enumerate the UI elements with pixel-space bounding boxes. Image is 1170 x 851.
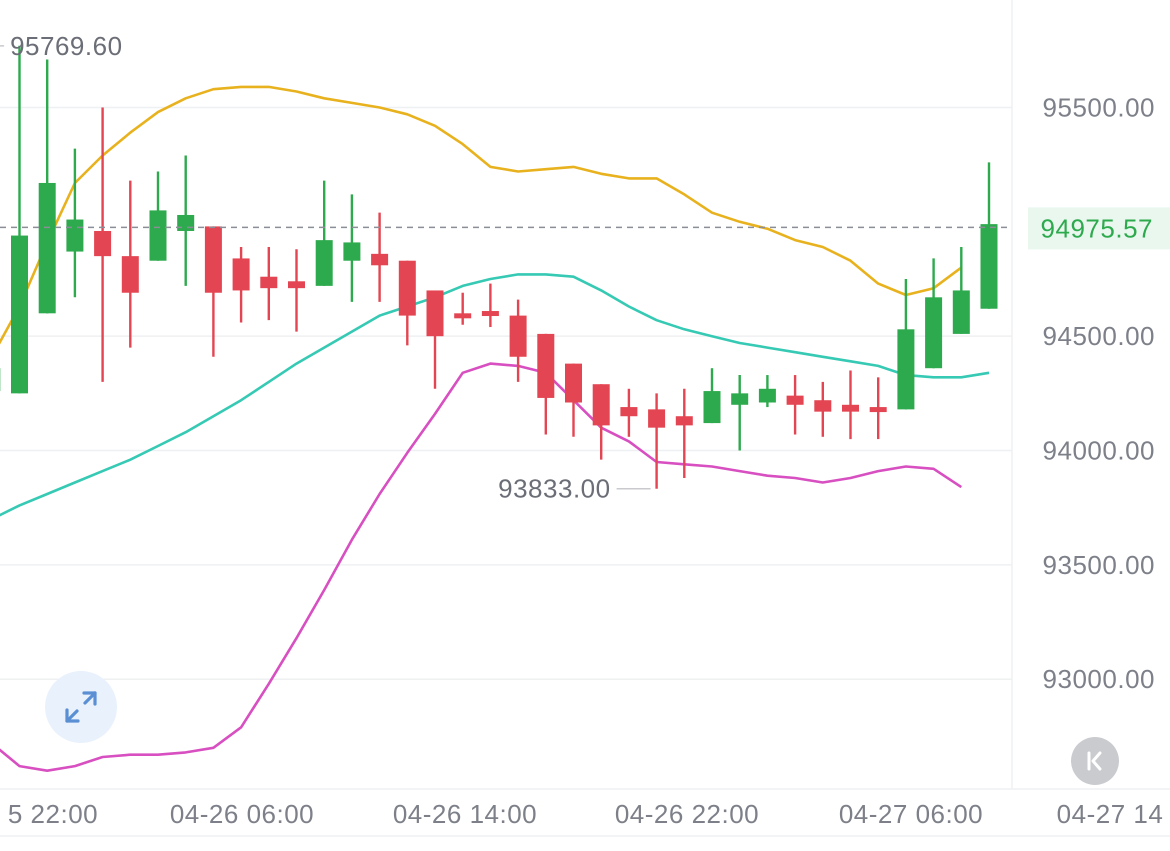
candle-body [703, 391, 721, 424]
last-price-badge [1028, 207, 1170, 250]
time-tick-label: 04-26 14:00 [393, 799, 537, 829]
candle-body [592, 384, 610, 426]
price-tick-label: 94500.00 [1043, 321, 1155, 351]
candle-body [398, 260, 416, 316]
time-tick-label: 04-26 06:00 [170, 799, 314, 829]
time-tick-label: 5 22:00 [8, 799, 98, 829]
expand-chart-button[interactable] [45, 671, 117, 743]
candle-body [11, 235, 28, 394]
time-axis: 5 22:00 04-26 06:00 04-26 14:00 04-26 22:00… [8, 799, 1163, 829]
candle-body [814, 400, 832, 412]
candle-body [38, 182, 56, 314]
skip-to-latest-button[interactable] [1071, 737, 1119, 785]
candle-body [315, 240, 333, 286]
max-price-label: 95769.60 [10, 31, 122, 61]
candle-body [343, 242, 361, 261]
price-tick-label: 93500.00 [1043, 550, 1155, 580]
candle-body [925, 297, 943, 369]
price-tick-label: 95500.00 [1043, 92, 1155, 122]
candle-body [149, 210, 167, 261]
candle-body [952, 290, 970, 334]
time-tick-label: 04-26 22:00 [615, 799, 759, 829]
extreme-markers: 95769.60 93833.00 [0, 31, 651, 504]
candle-body [66, 219, 84, 252]
candle-body [897, 329, 915, 410]
candles [0, 45, 998, 489]
candle-body [481, 311, 499, 317]
candle-body [537, 333, 555, 398]
candle-body [454, 313, 472, 319]
candle-body [620, 407, 638, 417]
middle-band-line [0, 273, 990, 517]
bollinger-bands [0, 85, 990, 773]
min-price-label: 93833.00 [498, 474, 610, 504]
candle-body [980, 224, 998, 309]
candle-body [121, 256, 139, 293]
candle-body [648, 409, 666, 428]
candle-body [177, 214, 195, 231]
skip-to-latest-icon [1087, 751, 1102, 771]
price-tick-label: 94000.00 [1043, 436, 1155, 466]
candle-body [204, 226, 222, 293]
last-price-label: 94975.57 [1041, 213, 1153, 243]
candle-body [786, 395, 804, 405]
candle-body [288, 281, 305, 289]
candle-body [260, 276, 278, 289]
candle-body [94, 230, 112, 257]
lower-band-line [0, 362, 963, 773]
candle-body [869, 407, 887, 413]
candle-body [371, 253, 389, 266]
upper-band-line [0, 85, 963, 345]
time-tick-label: 04-27 06:00 [839, 799, 983, 829]
candle-body [509, 315, 527, 357]
candle-body [565, 363, 582, 403]
candle-body [675, 416, 693, 426]
price-grid [0, 106, 1012, 680]
candle-body [232, 258, 250, 291]
time-tick-label: 04-27 14 [1057, 799, 1164, 829]
candle-body [426, 290, 444, 337]
price-tick-label: 93000.00 [1043, 664, 1155, 694]
expand-diagonal-icon [65, 691, 97, 723]
price-axis: 95500.00 94500.00 94000.00 93500.00 93000.00 [1043, 92, 1155, 694]
candle-body [731, 393, 749, 405]
candle-body [758, 388, 776, 403]
candle-body [842, 404, 859, 412]
last-price-line: 94975.57 [0, 207, 1170, 250]
